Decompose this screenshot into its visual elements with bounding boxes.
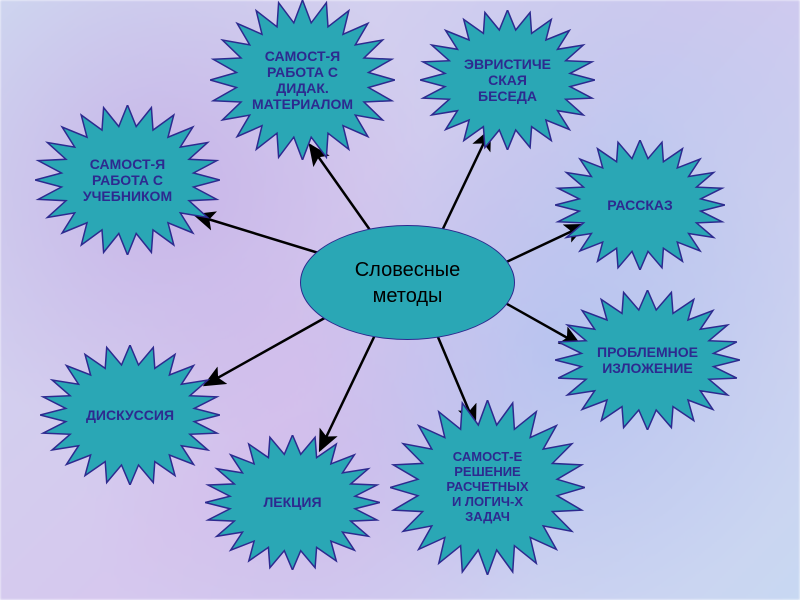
node-label: РАССКАЗ (593, 197, 687, 213)
node-label: ЛЕКЦИЯ (249, 494, 335, 510)
node-label: САМОСТ-Я РАБОТА С УЧЕБНИКОМ (69, 156, 186, 204)
arrow (205, 315, 330, 385)
node-n5: ДИСКУССИЯ (40, 345, 220, 485)
node-n7: ЛЕКЦИЯ (205, 435, 380, 570)
node-n8: САМОСТ-Е РЕШЕНИЕ РАСЧЕТНЫХ И ЛОГИЧ-Х ЗАД… (390, 400, 585, 575)
node-n2: ЭВРИСТИЧЕ СКАЯ БЕСЕДА (420, 10, 595, 150)
node-n3: САМОСТ-Я РАБОТА С УЧЕБНИКОМ (35, 105, 220, 255)
center-node: Словесные методы (300, 225, 515, 340)
node-label: ДИСКУССИЯ (72, 407, 188, 423)
node-n1: САМОСТ-Я РАБОТА С ДИДАК. МАТЕРИАЛОМ (210, 0, 395, 160)
node-label: САМОСТ-Е РЕШЕНИЕ РАСЧЕТНЫХ И ЛОГИЧ-Х ЗАД… (432, 450, 542, 525)
diagram-canvas: Словесные методы САМОСТ-Я РАБОТА С ДИДАК… (0, 0, 800, 600)
center-label: Словесные методы (355, 257, 461, 309)
node-label: ЭВРИСТИЧЕ СКАЯ БЕСЕДА (450, 56, 565, 104)
node-n4: РАССКАЗ (555, 140, 725, 270)
node-label: ПРОБЛЕМНОЕ ИЗЛОЖЕНИЕ (583, 344, 712, 376)
node-label: САМОСТ-Я РАБОТА С ДИДАК. МАТЕРИАЛОМ (238, 48, 367, 112)
arrow (320, 335, 375, 450)
